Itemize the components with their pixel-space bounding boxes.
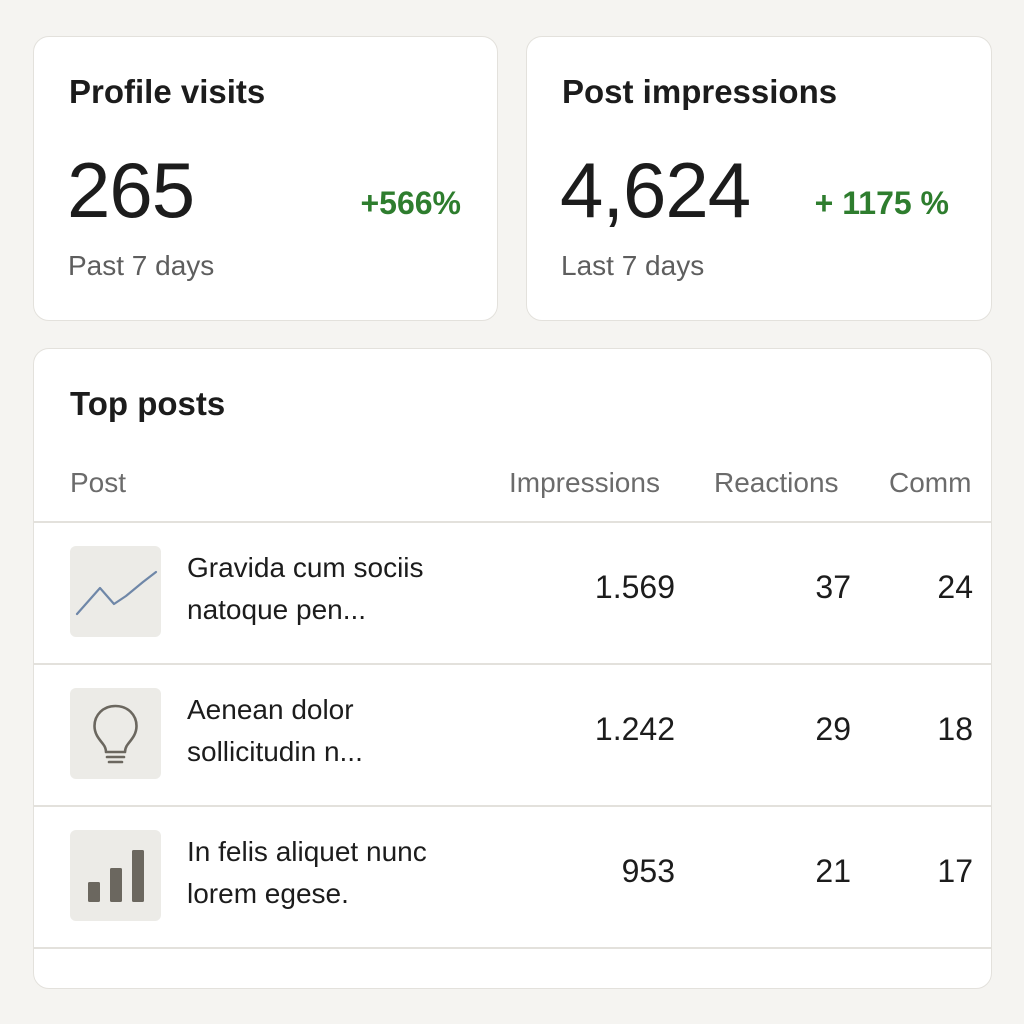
- column-header-comments[interactable]: Comm: [889, 467, 972, 498]
- post-impressions: 1.242: [594, 711, 675, 747]
- profile-visits-value: 265: [67, 146, 195, 234]
- post-reactions: 29: [815, 711, 851, 747]
- table-row[interactable]: In felis aliquet nunc lorem egese. 953 2…: [34, 805, 991, 947]
- top-posts-title: Top posts: [70, 385, 226, 422]
- column-header-reactions[interactable]: Reactions: [714, 467, 839, 498]
- post-comments: 17: [937, 853, 973, 889]
- profile-visits-card[interactable]: Profile visits 265 +566% Past 7 days: [33, 36, 498, 321]
- post-impressions-change: + 1175 %: [814, 185, 949, 221]
- profile-visits-change: +566%: [360, 185, 461, 221]
- profile-visits-period: Past 7 days: [68, 250, 215, 281]
- line-chart-icon: [75, 570, 158, 616]
- column-header-impressions[interactable]: Impressions: [509, 467, 660, 498]
- post-impressions-title: Post impressions: [562, 73, 838, 110]
- post-reactions: 21: [815, 853, 851, 889]
- row-divider: [34, 947, 991, 949]
- post-title: Gravida cum sociis natoque pen...: [187, 552, 424, 625]
- post-impressions-period: Last 7 days: [561, 250, 705, 281]
- post-impressions-card[interactable]: Post impressions 4,624 + 1175 % Last 7 d…: [526, 36, 992, 321]
- post-thumbnail: [70, 546, 161, 637]
- header-divider: [34, 521, 991, 523]
- post-title: In felis aliquet nunc lorem egese.: [187, 836, 427, 909]
- profile-visits-title: Profile visits: [69, 73, 266, 110]
- row-divider: [34, 805, 991, 807]
- post-title: Aenean dolor sollicitudin n...: [187, 694, 363, 767]
- post-reactions: 37: [815, 569, 851, 605]
- lightbulb-icon: [93, 704, 138, 764]
- post-comments: 18: [937, 711, 973, 747]
- table-row[interactable]: Gravida cum sociis natoque pen... 1.569 …: [34, 521, 991, 663]
- post-impressions-value: 4,624: [560, 146, 751, 234]
- post-impressions: 953: [621, 853, 675, 889]
- post-impressions: 1.569: [594, 569, 675, 605]
- table-row[interactable]: Aenean dolor sollicitudin n... 1.242 29 …: [34, 663, 991, 805]
- post-thumbnail: [70, 830, 161, 921]
- top-posts-card: Top posts Post Impressions Reactions Com…: [33, 348, 992, 989]
- post-comments: 24: [937, 569, 973, 605]
- post-thumbnail: [70, 688, 161, 779]
- column-header-post[interactable]: Post: [70, 467, 127, 498]
- row-divider: [34, 663, 991, 665]
- bar-chart-icon: [88, 850, 144, 902]
